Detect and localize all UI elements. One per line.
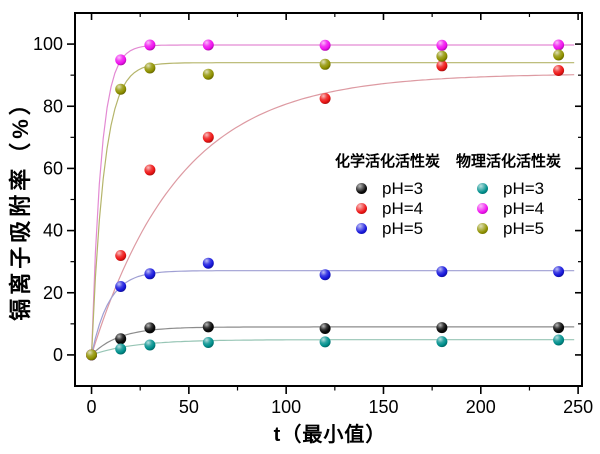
legend-marker-icon <box>356 202 367 214</box>
legend-marker-icon <box>477 202 489 214</box>
legend-group: 化学活化活性炭 pH=3 pH=4 pH=5 <box>335 150 441 238</box>
data-point <box>115 333 127 345</box>
data-point <box>436 50 448 62</box>
data-point <box>86 349 97 361</box>
data-point <box>202 321 214 333</box>
data-point <box>202 131 214 143</box>
fit-line <box>91 326 575 356</box>
data-point <box>115 343 127 355</box>
data-point <box>436 60 448 72</box>
data-point <box>319 58 331 70</box>
data-point <box>553 322 565 334</box>
y-axis-tick-label: 100 <box>33 34 63 54</box>
y-axis-tick-label: 40 <box>43 221 63 241</box>
x-axis-tick-label: 250 <box>563 397 593 417</box>
y-axis-tick-label: 20 <box>43 283 63 303</box>
data-point <box>115 83 127 95</box>
legend-row: pH=4 <box>335 198 440 218</box>
legend-row: pH=4 <box>456 198 561 218</box>
legend-group: 物理活化活性炭 pH=3 pH=4 pH=5 <box>456 150 562 238</box>
legend-item-label: pH=3 <box>382 178 424 198</box>
legend-row: pH=5 <box>456 218 561 238</box>
legend-item-label: pH=4 <box>503 198 545 218</box>
legend-item-label: pH=5 <box>382 218 424 238</box>
legend-row: pH=3 <box>335 178 440 198</box>
data-point <box>436 336 448 348</box>
fit-line <box>91 339 575 356</box>
legend-marker-icon <box>356 182 367 194</box>
data-point <box>202 39 214 51</box>
legend-row: pH=5 <box>335 218 440 238</box>
fit-line <box>90 62 575 355</box>
legend-item-label: pH=5 <box>503 218 545 238</box>
legend-row: pH=3 <box>456 178 561 198</box>
x-axis-tick-label: 50 <box>179 397 199 417</box>
data-point <box>319 269 331 281</box>
x-axis-tick-label: 200 <box>466 397 496 417</box>
data-point <box>319 39 331 51</box>
data-point <box>553 49 565 61</box>
legend-marker-icon <box>477 222 489 234</box>
data-point <box>436 322 448 334</box>
data-point <box>115 54 127 66</box>
data-point <box>436 39 448 51</box>
legend-group-title: 物理活化活性炭 <box>456 153 562 170</box>
data-point <box>319 93 331 104</box>
legend-group-title: 化学活化活性炭 <box>335 153 441 170</box>
data-point <box>436 266 448 278</box>
data-point <box>144 39 156 51</box>
legend: 化学活化活性炭 pH=3 pH=4 pH=5 物理活化活性炭 pH=3 pH=4 pH=5 <box>335 150 562 238</box>
y-axis-tick-label: 60 <box>43 158 63 178</box>
data-point <box>553 39 565 51</box>
data-point <box>115 281 127 292</box>
x-axis-label: t（最小值） <box>274 422 387 446</box>
data-point <box>144 322 156 334</box>
data-point <box>553 334 565 346</box>
data-point <box>115 250 127 261</box>
fit-line <box>90 270 575 356</box>
legend-marker-icon <box>477 182 489 194</box>
data-point <box>144 339 156 351</box>
data-point <box>144 62 156 74</box>
fit-line <box>90 74 575 356</box>
fit-line <box>90 44 575 355</box>
y-axis-label: 镉离子吸附率（%） <box>8 89 33 321</box>
data-point <box>144 164 156 176</box>
x-axis-tick-label: 150 <box>368 397 398 417</box>
y-axis-tick-label: 0 <box>53 345 63 365</box>
data-point <box>319 323 331 334</box>
data-point <box>202 257 214 269</box>
y-axis-tick-label: 80 <box>43 96 63 116</box>
data-point <box>553 266 565 278</box>
data-point <box>144 268 156 280</box>
data-point <box>319 336 331 348</box>
legend-marker-icon <box>356 222 367 234</box>
data-point <box>202 337 214 348</box>
legend-item-label: pH=4 <box>382 198 424 218</box>
data-point <box>202 68 214 80</box>
x-axis-tick-label: 0 <box>87 397 97 417</box>
x-axis-tick-label: 100 <box>271 397 301 417</box>
legend-item-label: pH=3 <box>503 178 545 198</box>
data-point <box>553 65 565 76</box>
